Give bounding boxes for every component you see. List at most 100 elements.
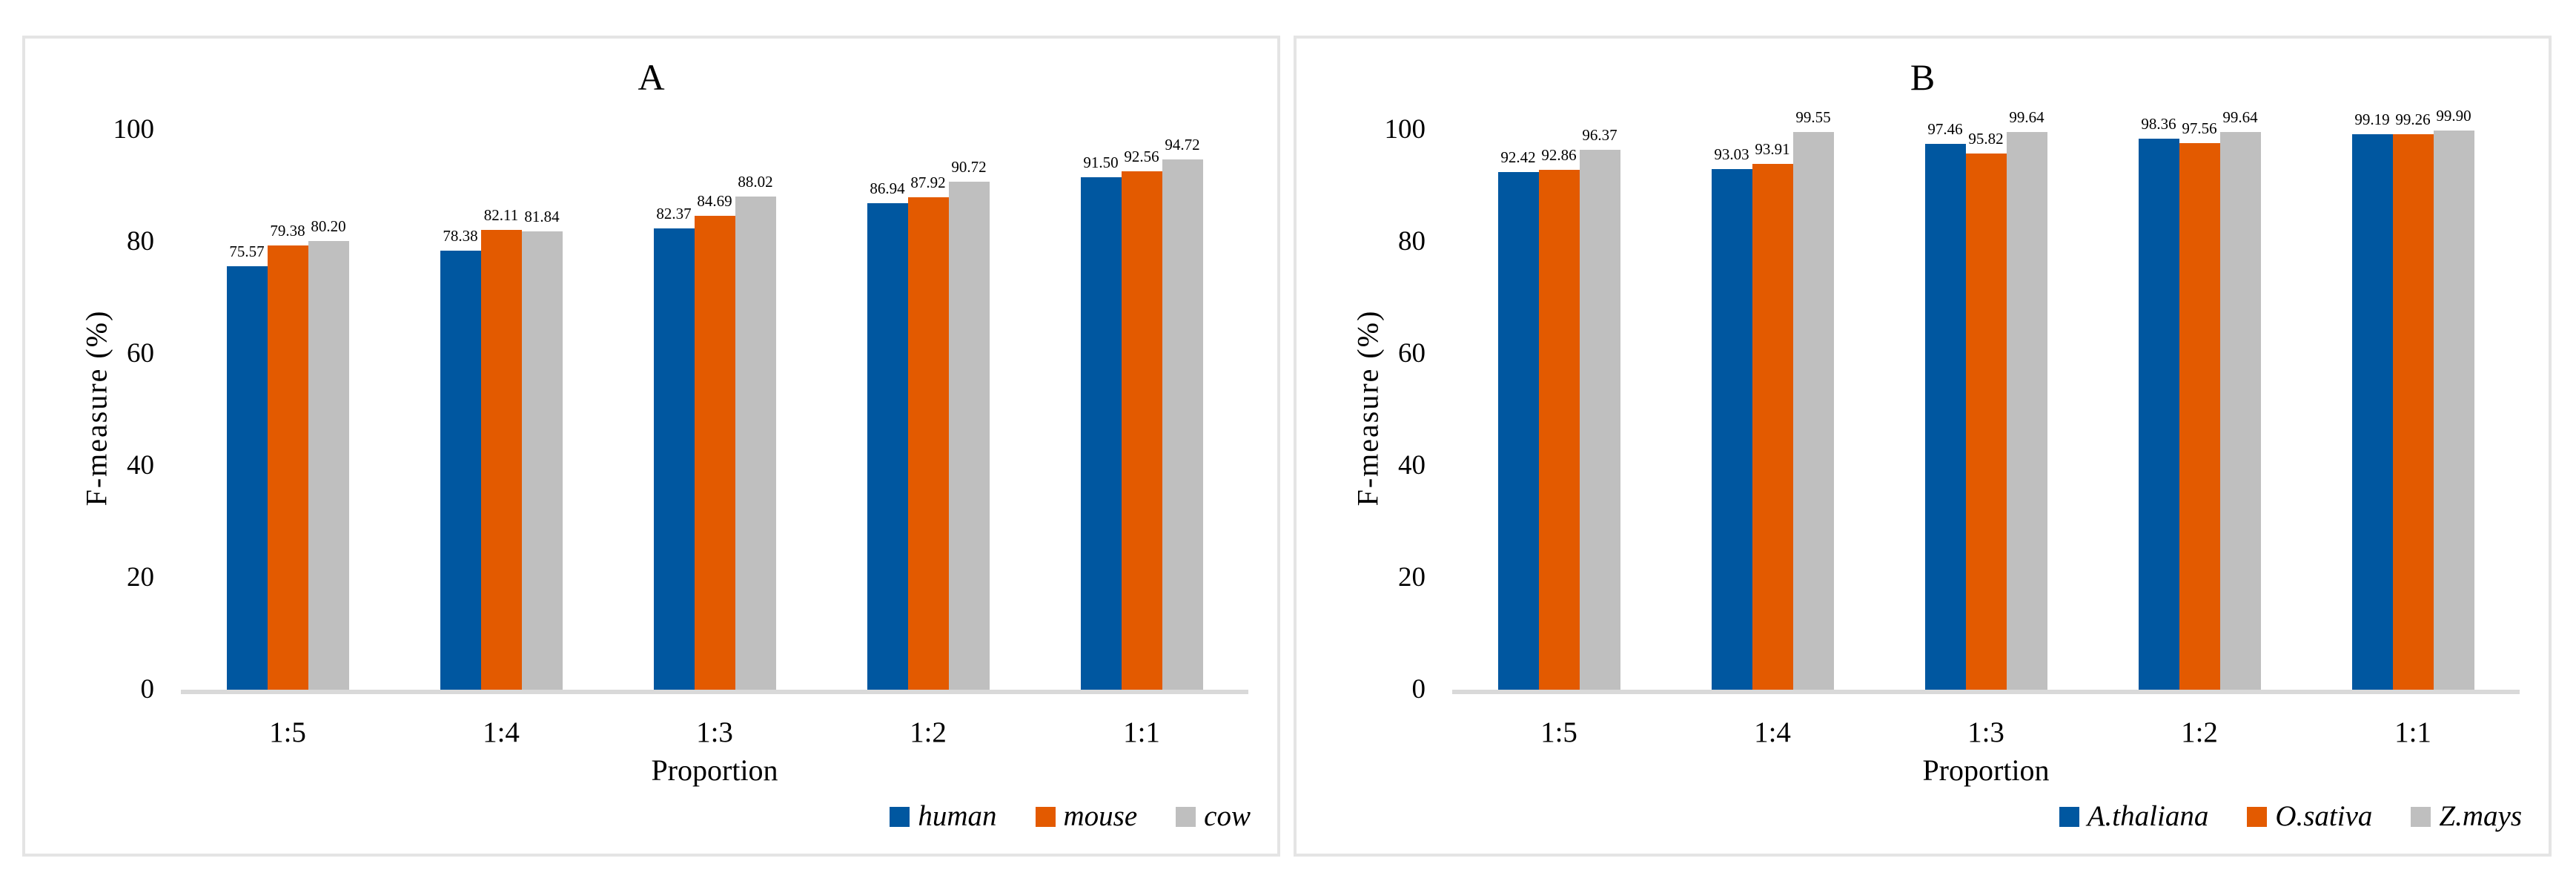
panel-title-a: A (638, 56, 665, 98)
y-tick-label: 20 (1398, 562, 1426, 593)
legend-swatch (1035, 806, 1056, 827)
bar-o-sativa-1-1 (2392, 133, 2434, 690)
bar-human-1-1 (1080, 177, 1122, 690)
bar-value-label: 79.38 (270, 221, 305, 240)
bar-value-label: 92.56 (1124, 148, 1159, 166)
legend-label: Z.mays (2439, 800, 2522, 832)
bar-cow-1-3 (735, 197, 776, 690)
x-tick-label: 1:1 (1123, 716, 1160, 748)
legend-label: human (918, 800, 997, 832)
bar-cow-1-2 (948, 182, 990, 690)
bar-value-label: 95.82 (1968, 129, 2004, 148)
bar-value-label: 92.86 (1541, 145, 1577, 164)
bar-value-label: 99.90 (2436, 106, 2471, 125)
bar-value-label: 98.36 (2141, 115, 2176, 133)
panel-b: B F-measure (%) 92.42 92.86 96.37 93.03 93.9… (1294, 36, 2552, 857)
y-tick-label: 40 (127, 450, 154, 481)
legend-swatch (1176, 806, 1196, 827)
bar-value-label: 90.72 (951, 158, 987, 177)
bar-a-thaliana-1-2 (2138, 139, 2179, 690)
y-tick-label: 0 (1411, 674, 1426, 705)
bar-value-label: 82.37 (656, 205, 692, 223)
bar-o-sativa-1-3 (1965, 153, 2007, 690)
bar-value-label: 93.91 (1755, 139, 1790, 158)
bar-value-label: 97.46 (1927, 120, 1963, 139)
bar-a-thaliana-1-3 (1924, 144, 1966, 690)
x-axis-title-a: Proportion (651, 753, 778, 787)
bar-value-label: 94.72 (1165, 135, 1200, 154)
x-tick-label: 1:5 (269, 716, 306, 748)
x-axis-title-b: Proportion (1922, 753, 2050, 787)
legend-swatch (2411, 806, 2431, 827)
bar-o-sativa-1-5 (1538, 169, 1580, 690)
y-tick-label: 100 (113, 114, 155, 145)
bar-z-mays-1-1 (2433, 130, 2474, 690)
x-tick-label: 1:3 (696, 716, 733, 748)
bar-z-mays-1-2 (2219, 131, 2261, 690)
y-tick-label: 60 (1398, 338, 1426, 369)
y-tick-label: 100 (1384, 114, 1426, 145)
x-tick-label: 1:1 (2394, 716, 2431, 748)
legend-item: human (890, 799, 997, 834)
legend-label: A.thaliana (2087, 800, 2209, 832)
bar-z-mays-1-4 (1792, 132, 1834, 690)
bar-value-label: 78.38 (443, 227, 478, 245)
legend-label: cow (1204, 800, 1251, 832)
y-tick-label: 40 (1398, 450, 1426, 481)
plot-area-b: 92.42 92.86 96.37 93.03 93.91 99.55 97.46 95.82… (1452, 98, 2520, 694)
y-tick-label: 80 (1398, 226, 1426, 257)
bar-a-thaliana-1-5 (1497, 172, 1539, 690)
bar-value-label: 87.92 (910, 174, 946, 192)
bar-cow-1-4 (521, 231, 563, 690)
bar-human-1-2 (867, 202, 908, 690)
bar-a-thaliana-1-1 (2351, 134, 2393, 690)
legend-swatch (2247, 806, 2268, 827)
bar-value-label: 96.37 (1582, 126, 1618, 145)
bar-human-1-5 (226, 266, 268, 690)
bar-value-label: 99.26 (2395, 110, 2431, 128)
bar-value-label: 75.57 (229, 243, 265, 261)
x-tick-label: 1:4 (1754, 716, 1791, 748)
bar-human-1-4 (440, 251, 481, 690)
legend-item: Z.mays (2411, 799, 2522, 834)
legend-swatch (890, 806, 910, 827)
bar-mouse-1-4 (480, 230, 522, 690)
bar-value-label: 93.03 (1714, 145, 1749, 163)
bar-mouse-1-1 (1121, 171, 1162, 690)
panel-title-b: B (1910, 56, 1936, 98)
bar-value-label: 88.02 (738, 173, 773, 191)
plot-area-a: 75.57 79.38 80.20 78.38 82.11 81.84 82.37 84.69… (181, 98, 1248, 694)
bar-mouse-1-3 (694, 215, 735, 690)
y-tick-label: 20 (127, 562, 154, 593)
bar-value-label: 80.20 (311, 217, 346, 235)
legend-item: O.sativa (2247, 799, 2372, 834)
bar-a-thaliana-1-4 (1711, 168, 1752, 690)
bar-o-sativa-1-4 (1752, 163, 1793, 690)
bar-z-mays-1-5 (1579, 150, 1620, 690)
bar-mouse-1-2 (907, 197, 949, 690)
bar-value-label: 91.50 (1083, 154, 1119, 172)
bar-value-label: 99.55 (1795, 108, 1831, 127)
legend-item: A.thaliana (2059, 799, 2209, 834)
y-tick-label: 60 (127, 338, 154, 369)
x-tick-label: 1:5 (1540, 716, 1577, 748)
legend-a: human mouse cow (890, 799, 1251, 834)
legend-swatch (2059, 806, 2079, 827)
bar-cow-1-1 (1162, 159, 1203, 690)
bar-value-label: 82.11 (483, 206, 519, 225)
bar-o-sativa-1-2 (2179, 143, 2220, 690)
x-tick-label: 1:4 (483, 716, 520, 748)
x-tick-label: 1:2 (910, 716, 947, 748)
bar-value-label: 92.42 (1500, 148, 1536, 167)
bar-value-label: 86.94 (870, 179, 905, 197)
legend-b: A.thaliana O.sativa Z.mays (2059, 799, 2522, 834)
bar-value-label: 97.56 (2182, 119, 2217, 138)
x-tick-label: 1:3 (1967, 716, 2004, 748)
bar-value-label: 99.64 (2222, 108, 2258, 126)
x-tick-label: 1:2 (2181, 716, 2218, 748)
bar-value-label: 99.19 (2354, 110, 2390, 129)
bar-human-1-3 (653, 228, 695, 690)
y-tick-label: 0 (140, 674, 155, 705)
bar-value-label: 84.69 (697, 191, 732, 210)
legend-item: mouse (1035, 799, 1137, 834)
